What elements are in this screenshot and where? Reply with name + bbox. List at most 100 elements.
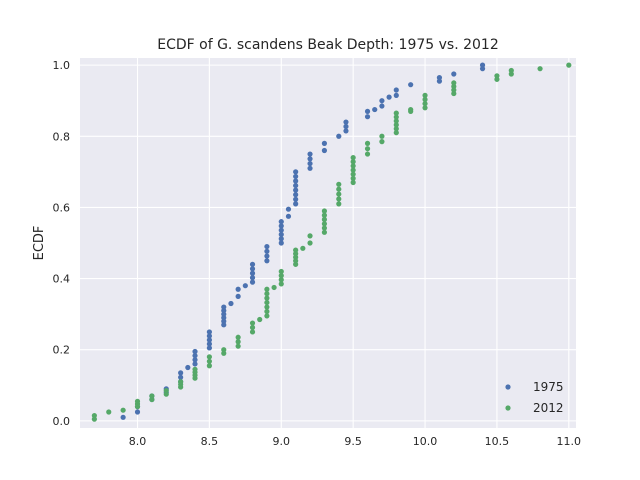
- data-point-2012: [336, 201, 342, 207]
- data-point-2012: [393, 130, 399, 136]
- data-point-1975: [364, 108, 371, 114]
- data-point-1975: [479, 62, 486, 68]
- data-point-1975: [249, 275, 256, 281]
- data-point-2012: [91, 412, 97, 419]
- data-point-2012: [422, 92, 428, 98]
- data-point-1975: [379, 103, 385, 109]
- series-2012: [91, 62, 572, 422]
- data-point-2012: [178, 379, 184, 385]
- data-point-2012: [364, 146, 371, 152]
- data-point-2012: [264, 295, 270, 301]
- data-point-2012: [149, 393, 155, 399]
- data-point-1975: [408, 82, 414, 88]
- legend-label-1975: 1975: [533, 380, 564, 394]
- data-point-2012: [278, 277, 284, 283]
- y-tick-label: 0.2: [53, 344, 71, 357]
- legend: 1975 2012: [505, 380, 564, 415]
- x-tick-label: 8.5: [201, 435, 219, 448]
- data-point-1975: [393, 87, 399, 93]
- data-point-1975: [228, 300, 234, 307]
- plot-area: [80, 58, 576, 428]
- data-point-1975: [307, 165, 313, 171]
- y-tick-label: 1.0: [53, 59, 71, 72]
- data-points: [91, 62, 572, 422]
- data-point-1975: [293, 192, 299, 198]
- data-point-2012: [321, 216, 328, 223]
- data-point-1975: [221, 304, 227, 310]
- data-point-1975: [343, 123, 349, 130]
- x-tick-label: 10.5: [485, 435, 510, 448]
- data-point-2012: [537, 66, 543, 72]
- data-point-2012: [350, 175, 356, 181]
- legend-marker-1975: [505, 384, 511, 390]
- x-tick-label: 11.0: [557, 435, 582, 448]
- data-point-1975: [285, 213, 292, 219]
- data-point-1975: [278, 240, 284, 246]
- data-point-1975: [343, 119, 349, 125]
- data-point-2012: [235, 334, 241, 340]
- data-point-2012: [350, 167, 356, 173]
- data-point-1975: [436, 78, 443, 84]
- data-point-2012: [293, 247, 299, 253]
- data-point-2012: [451, 80, 457, 86]
- data-point-1975: [293, 196, 299, 202]
- data-point-1975: [242, 283, 248, 289]
- data-point-1975: [178, 370, 184, 376]
- data-point-2012: [379, 133, 385, 139]
- data-point-2012: [422, 101, 428, 107]
- data-point-1975: [393, 92, 399, 98]
- y-tick-label: 0.0: [53, 415, 71, 428]
- legend-marker-2012: [505, 405, 511, 411]
- data-point-2012: [422, 96, 428, 103]
- data-point-2012: [350, 171, 356, 177]
- x-tick-label: 8.0: [129, 435, 147, 448]
- data-point-2012: [271, 284, 277, 291]
- data-point-2012: [235, 339, 241, 345]
- data-point-2012: [221, 347, 227, 353]
- data-point-2012: [321, 229, 328, 235]
- data-point-1975: [264, 248, 270, 254]
- data-point-1975: [178, 374, 184, 380]
- series-1975: [120, 62, 486, 420]
- data-point-1975: [293, 178, 299, 184]
- x-tick-label: 9.5: [344, 435, 362, 448]
- data-point-2012: [235, 343, 241, 349]
- data-point-2012: [494, 76, 500, 82]
- data-point-2012: [364, 140, 371, 146]
- data-point-2012: [264, 313, 270, 319]
- data-point-1975: [278, 236, 284, 242]
- data-point-2012: [278, 273, 284, 279]
- data-point-2012: [321, 225, 328, 231]
- data-point-2012: [149, 396, 155, 403]
- data-point-2012: [307, 233, 313, 239]
- data-point-1975: [321, 140, 328, 146]
- data-point-1975: [206, 333, 212, 339]
- data-point-1975: [293, 173, 299, 180]
- data-point-2012: [350, 159, 356, 165]
- data-point-2012: [300, 245, 306, 251]
- data-point-1975: [451, 71, 457, 77]
- data-point-2012: [264, 304, 270, 310]
- data-point-2012: [422, 105, 428, 111]
- data-point-2012: [364, 151, 371, 157]
- data-point-2012: [451, 90, 457, 97]
- data-point-2012: [206, 363, 212, 369]
- data-point-2012: [494, 73, 500, 79]
- data-point-1975: [364, 114, 371, 120]
- data-point-1975: [479, 66, 486, 72]
- data-point-1975: [307, 156, 313, 162]
- data-point-1975: [185, 364, 191, 371]
- data-point-2012: [293, 254, 299, 260]
- data-point-2012: [408, 106, 414, 113]
- chart-title: ECDF of G. scandens Beak Depth: 1975 vs.…: [157, 37, 499, 53]
- data-point-2012: [264, 286, 270, 292]
- data-point-1975: [321, 147, 328, 154]
- y-axis-label: ECDF: [32, 226, 47, 261]
- data-point-1975: [379, 98, 385, 104]
- y-tick-label: 0.8: [53, 130, 71, 143]
- data-point-2012: [451, 83, 457, 90]
- data-point-1975: [278, 219, 284, 225]
- data-point-1975: [206, 329, 212, 335]
- data-point-1975: [221, 322, 227, 328]
- data-point-2012: [264, 299, 270, 306]
